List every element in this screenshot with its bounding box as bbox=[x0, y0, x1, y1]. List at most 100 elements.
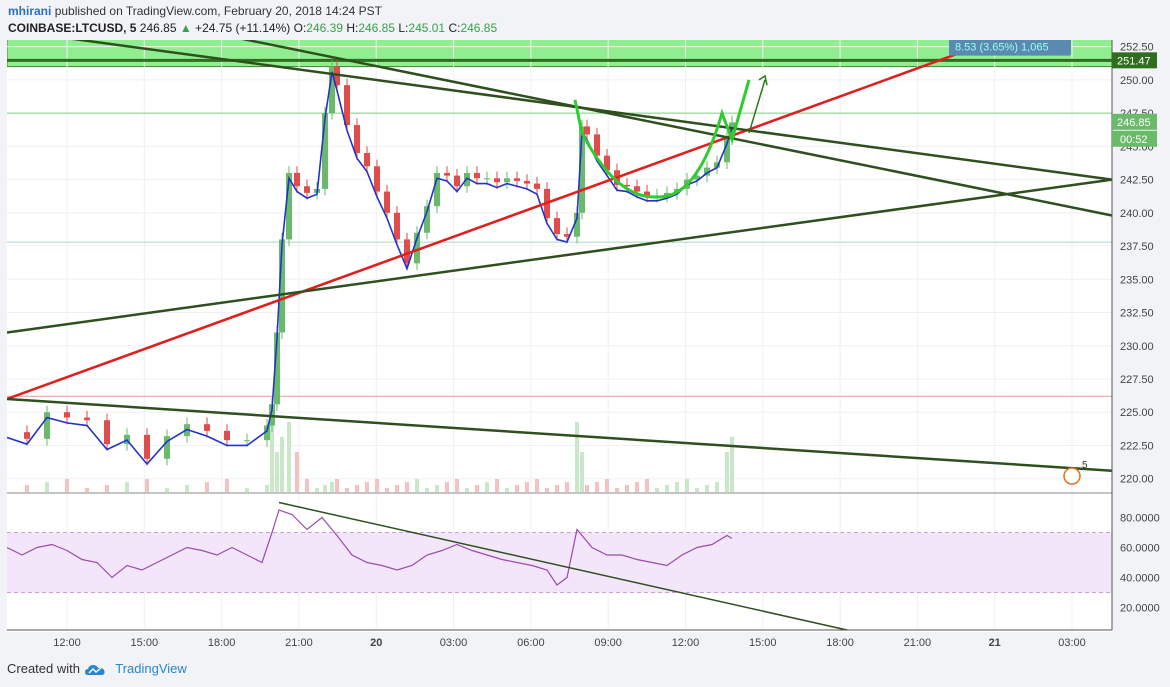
candle-body bbox=[704, 167, 710, 176]
volume-bar bbox=[375, 479, 379, 492]
volume-bar bbox=[45, 482, 49, 492]
candle-body bbox=[44, 412, 50, 439]
price-tick-label: 252.50 bbox=[1120, 42, 1154, 54]
symbol-label: COINBASE:LTCUSD, 5 bbox=[8, 21, 137, 35]
candle-body bbox=[624, 184, 630, 187]
candle-body bbox=[279, 239, 285, 333]
pattern-flag-icon bbox=[1063, 467, 1081, 485]
candle-body bbox=[584, 126, 590, 135]
author-name[interactable]: mhirani bbox=[8, 4, 52, 18]
price-tick-label: 250.00 bbox=[1120, 75, 1154, 87]
volume-bar bbox=[695, 488, 699, 492]
candle-body bbox=[514, 178, 520, 181]
candle-body bbox=[374, 166, 380, 192]
green-trendline bbox=[7, 397, 1113, 472]
volume-bar bbox=[365, 482, 369, 492]
price-tick-label: 232.50 bbox=[1120, 308, 1154, 320]
rsi-trendline bbox=[278, 501, 848, 631]
candle-body bbox=[724, 138, 730, 163]
time-tick-label: 20 bbox=[370, 637, 382, 649]
arrow-icon bbox=[758, 74, 768, 86]
price-tick-label: 235.00 bbox=[1120, 274, 1154, 286]
volume-bar bbox=[85, 488, 89, 492]
volume-bar bbox=[395, 485, 399, 492]
price-tick-label: 240.00 bbox=[1120, 208, 1154, 220]
volume-bar bbox=[635, 482, 639, 492]
candle-body bbox=[304, 186, 310, 193]
last-price-label: 246.85 bbox=[1117, 117, 1151, 129]
volume-bar bbox=[125, 482, 129, 492]
time-tick-label: 12:00 bbox=[53, 637, 81, 649]
candle-body bbox=[714, 162, 720, 168]
volume-bar bbox=[515, 485, 519, 492]
candle-body bbox=[444, 172, 450, 176]
price-tick-label: 227.50 bbox=[1120, 374, 1154, 386]
candle-body bbox=[354, 125, 360, 153]
candle-body bbox=[504, 178, 510, 183]
volume-bar bbox=[585, 485, 589, 492]
candle-body bbox=[474, 172, 480, 179]
candle-body bbox=[364, 153, 370, 167]
chart-area[interactable]: 8.53 (3.65%) 1,065252.50250.00247.50245.… bbox=[7, 40, 1160, 649]
candle-body bbox=[594, 134, 600, 156]
volume-bar bbox=[675, 482, 679, 492]
volume-bar bbox=[205, 482, 209, 492]
high-value: 246.85 bbox=[358, 21, 396, 35]
volume-bar bbox=[345, 488, 349, 492]
price-tick-label: 237.50 bbox=[1120, 241, 1154, 253]
candle-body bbox=[144, 434, 150, 459]
countdown-label: 00:52 bbox=[1120, 134, 1148, 146]
volume-bar bbox=[535, 479, 539, 492]
price-tick-label: 230.00 bbox=[1120, 341, 1154, 353]
volume-bar bbox=[315, 488, 319, 492]
volume-bar bbox=[625, 485, 629, 492]
candle-body bbox=[64, 412, 70, 418]
price-tick-label: 242.50 bbox=[1120, 175, 1154, 187]
candle-body bbox=[269, 404, 275, 426]
time-tick-label: 21:00 bbox=[285, 637, 313, 649]
rsi-tick-label: 80.0000 bbox=[1120, 513, 1160, 525]
volume-bar bbox=[105, 485, 109, 492]
volume-bar bbox=[525, 482, 529, 492]
volume-bar bbox=[595, 482, 599, 492]
volume-bar bbox=[455, 479, 459, 492]
moving-average-line bbox=[7, 71, 733, 466]
volume-bar bbox=[265, 485, 269, 492]
volume-bar bbox=[287, 422, 291, 492]
volume-bar bbox=[580, 452, 584, 492]
countdown-box bbox=[1112, 130, 1157, 147]
volume-bar bbox=[165, 488, 169, 492]
volume-bar bbox=[505, 488, 509, 492]
time-tick-label: 21 bbox=[989, 637, 1001, 649]
change-arrow-icon: ▲ bbox=[179, 21, 192, 35]
time-tick-label: 03:00 bbox=[440, 637, 468, 649]
volume-bar bbox=[405, 482, 409, 492]
volume-bar bbox=[475, 485, 479, 492]
volume-bar bbox=[145, 479, 149, 492]
rsi-tick-label: 60.0000 bbox=[1120, 543, 1160, 555]
tradingview-brand[interactable]: TradingView bbox=[115, 661, 187, 676]
candle-body bbox=[24, 432, 30, 439]
pattern-count: 5 bbox=[1082, 460, 1088, 471]
cup-pattern bbox=[573, 79, 751, 199]
green-trendline bbox=[7, 178, 1113, 334]
last-price: 246.85 bbox=[139, 21, 177, 35]
candle-body bbox=[554, 218, 560, 235]
candle-body bbox=[404, 239, 410, 264]
published-text: published on TradingView.com, February 2… bbox=[54, 4, 383, 18]
tradingview-cloud-icon bbox=[84, 664, 105, 675]
candle-body bbox=[394, 212, 400, 240]
candle-body bbox=[454, 175, 460, 187]
volume-bar bbox=[705, 485, 709, 492]
candle-body bbox=[204, 424, 210, 431]
volume-bar bbox=[385, 488, 389, 492]
candle-body bbox=[344, 85, 350, 126]
candle-body bbox=[564, 234, 570, 237]
chart-svg[interactable]: 8.53 (3.65%) 1,065252.50250.00247.50245.… bbox=[7, 40, 1170, 661]
red-trendline bbox=[7, 40, 1000, 401]
time-tick-label: 03:00 bbox=[1058, 637, 1086, 649]
candle-body bbox=[524, 180, 530, 184]
time-tick-label: 12:00 bbox=[672, 637, 700, 649]
volume-bar bbox=[605, 479, 609, 492]
volume-bar bbox=[225, 479, 229, 492]
